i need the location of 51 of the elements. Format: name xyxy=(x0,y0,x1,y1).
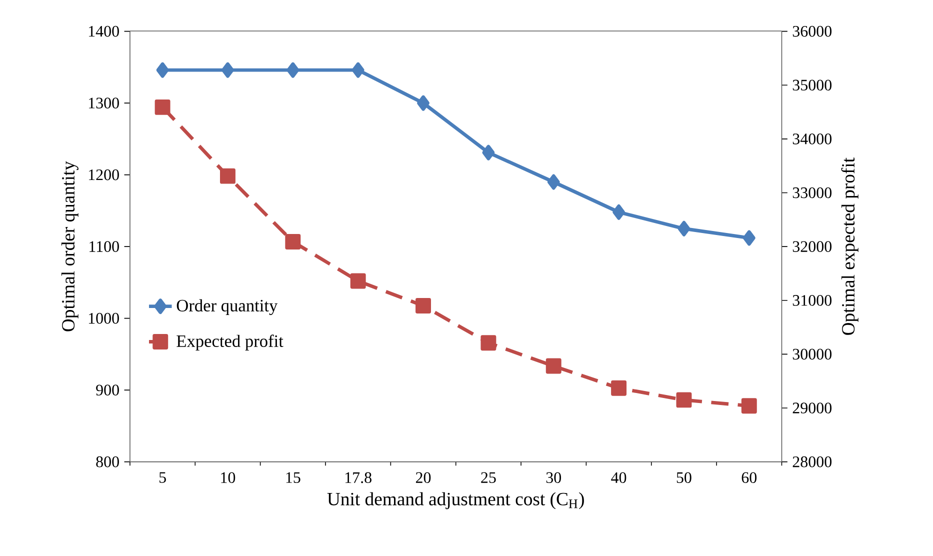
y-tick-label: 1100 xyxy=(90,241,119,252)
point xyxy=(417,95,430,111)
point xyxy=(350,273,366,289)
y-tick-label: 1000 xyxy=(88,313,119,324)
x-tick-label: 40 xyxy=(611,472,626,484)
x-tick-label: 25 xyxy=(481,472,496,484)
x-tick-label: 10 xyxy=(221,472,236,484)
x-axis-title: Unit demand adjustment cost (C$_{H}$) xyxy=(327,492,584,510)
y2-tick-label: 30000 xyxy=(792,348,832,360)
y-tick-label: 1300 xyxy=(88,98,119,109)
y2-tick-label: 36000 xyxy=(792,26,832,37)
y2-tick-label: 31000 xyxy=(792,295,832,306)
y2-axis-title: Optimal expected profit xyxy=(841,158,858,336)
x-tick-label: 5 xyxy=(159,472,166,483)
y-tick-label: 800 xyxy=(96,456,119,468)
point xyxy=(416,298,431,314)
x-tick-label: 60 xyxy=(742,472,757,484)
x-tick-label: 30 xyxy=(546,472,561,484)
x-tick-label: 17.8 xyxy=(345,472,372,484)
legend-label: Order quantity xyxy=(176,299,278,316)
point xyxy=(612,204,626,220)
point xyxy=(154,100,170,116)
y2-tick-label: 33000 xyxy=(792,187,832,198)
point xyxy=(611,380,627,396)
y-tick-label: 900 xyxy=(96,384,119,396)
point xyxy=(156,62,169,78)
point xyxy=(546,358,562,374)
point xyxy=(547,174,560,190)
y-tick-label: 1200 xyxy=(88,170,119,180)
legend-label: Expected profit xyxy=(176,334,284,351)
point xyxy=(480,335,496,351)
y2-tick-label: 28000 xyxy=(792,456,832,468)
point xyxy=(741,398,757,414)
point xyxy=(221,62,234,78)
point xyxy=(286,62,300,78)
point xyxy=(352,62,364,78)
y2-tick-label: 32000 xyxy=(792,241,832,252)
point xyxy=(678,220,690,236)
x-tick-label: 50 xyxy=(676,472,692,484)
y2-tick-label: 35000 xyxy=(792,80,832,91)
point xyxy=(220,168,236,184)
y-axis-title: Optimal order quantity xyxy=(61,161,78,332)
y2-tick-label: 34000 xyxy=(792,134,832,144)
x-tick-label: 15 xyxy=(286,472,300,484)
point xyxy=(742,230,756,246)
point xyxy=(676,392,692,408)
point xyxy=(285,234,301,250)
x-tick-label: 20 xyxy=(416,472,431,484)
point xyxy=(482,144,495,160)
y-tick-label: 1400 xyxy=(88,26,119,37)
y2-tick-label: 29000 xyxy=(792,402,832,414)
